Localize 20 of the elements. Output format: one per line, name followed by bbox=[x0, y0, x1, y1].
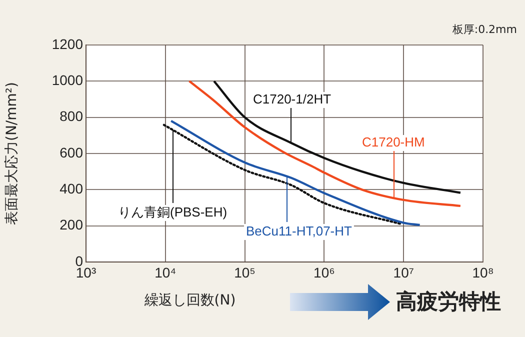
y-axis-title: 表面最大応力(N/mm²) bbox=[4, 82, 20, 226]
text: C1720-HM bbox=[362, 134, 425, 150]
x-tick-label: 10⁵ bbox=[234, 264, 256, 280]
x-tick-label: 10⁶ bbox=[314, 264, 335, 280]
x-tick-label: 10⁴ bbox=[154, 264, 176, 280]
series-label: C1720-1/2HT bbox=[253, 92, 332, 107]
x-tick-label: 10⁷ bbox=[393, 264, 414, 280]
series-label: BeCu11-HT,07-HT bbox=[246, 224, 352, 239]
y-tick-label: 0 bbox=[75, 252, 84, 269]
text: 板厚:0.2mm bbox=[451, 22, 517, 36]
y-tick-label: 800 bbox=[60, 108, 84, 124]
y-tick-label: 1200 bbox=[52, 36, 84, 52]
y-tick-label: 200 bbox=[60, 216, 84, 233]
y-tick-label: 600 bbox=[60, 144, 84, 160]
x-axis-title: 繰返し回数(N) bbox=[143, 292, 236, 309]
y-tick-label: 400 bbox=[60, 180, 84, 197]
text: りん青銅(PBS-EH) bbox=[118, 204, 228, 220]
text: 高疲労特性 bbox=[396, 289, 501, 314]
x-tick-label: 10⁸ bbox=[472, 264, 494, 280]
y-tick-label: 1000 bbox=[52, 72, 84, 88]
